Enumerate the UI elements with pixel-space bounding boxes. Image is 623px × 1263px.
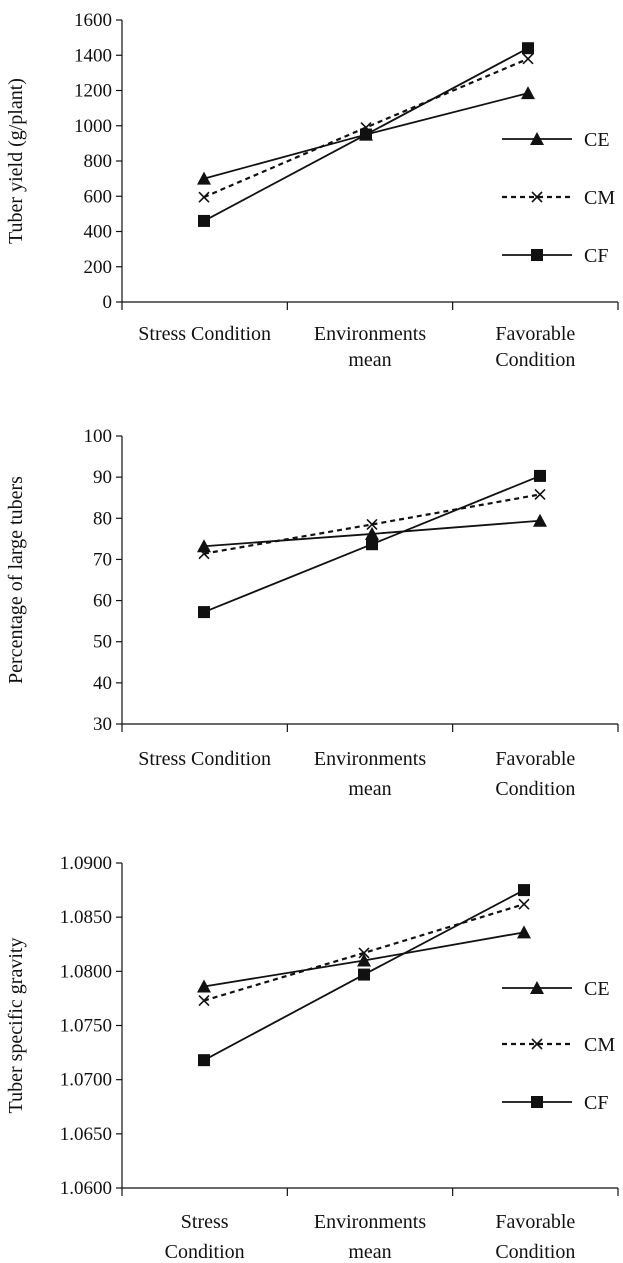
y-tick-label: 1.0600 [60, 1178, 112, 1199]
data-point-cm-stroke-b [198, 191, 210, 203]
y-tick-label: 70 [93, 549, 112, 570]
y-tick-label: 1200 [74, 81, 112, 102]
y-tick-label: 100 [84, 426, 113, 447]
data-point-cm [358, 947, 370, 959]
legend-marker-ce [530, 981, 544, 994]
y-tick-label: 80 [93, 508, 112, 529]
legend-label-cm: CM [584, 187, 615, 209]
data-point-ce [533, 513, 547, 527]
x-category-label: Condition [165, 1241, 245, 1263]
x-category-label: Condition [495, 1241, 575, 1263]
legend-marker-cm-stroke-b [531, 191, 543, 203]
data-point-cf [198, 1054, 210, 1067]
chart-3: 1.0600 1.0650 1.0700 1.0750 1.0800 1.0850 1.09… [5, 853, 619, 1263]
data-point-cf [522, 42, 534, 55]
x-category-label: Favorable [495, 323, 575, 345]
data-point-cm [522, 53, 534, 65]
x-category-label: Condition [495, 349, 575, 371]
legend-marker-cm-stroke-b [531, 1038, 543, 1050]
legend-label-ce: CE [584, 978, 610, 1000]
y-tick-label: 1000 [74, 116, 112, 137]
x-category-label: mean [348, 1241, 391, 1263]
y-axis-label: Tuber specific gravity [5, 938, 27, 1114]
data-point-cf [534, 469, 546, 482]
data-point-cm [198, 548, 210, 560]
x-category-label: Condition [495, 778, 575, 800]
series-line-cm [203, 493, 541, 555]
data-point-cm-stroke-b [518, 898, 530, 910]
x-category-label: Stress Condition [138, 748, 271, 770]
data-point-cf [358, 968, 370, 981]
legend-marker-cf [531, 249, 543, 261]
legend: CE CM CF [502, 978, 615, 1114]
data-point-ce [197, 539, 211, 553]
data-point-cm-stroke-b [198, 995, 210, 1007]
data-point-cm-stroke-b [198, 548, 210, 560]
legend-marker-cm [531, 191, 543, 203]
y-axis-label: Tuber yield (g/plant) [5, 78, 27, 244]
y-tick-label: 1400 [74, 45, 112, 66]
data-point-cm [366, 518, 378, 531]
y-tick-label: 400 [84, 222, 113, 243]
y-tick-label: 1.0800 [60, 961, 112, 982]
data-point-cm [534, 488, 546, 500]
legend-label-cm: CM [584, 1034, 615, 1056]
data-point-cm [518, 898, 530, 910]
y-tick-label: 90 [93, 467, 112, 488]
data-point-ce [197, 171, 211, 185]
y-tick-label: 1.0650 [60, 1124, 112, 1145]
y-tick-label: 60 [93, 591, 112, 612]
y-tick-label: 1.0750 [60, 1016, 112, 1037]
data-point-cm [198, 995, 210, 1007]
data-point-cf [360, 128, 372, 141]
y-tick-label: 1.0850 [60, 907, 112, 928]
x-category-label: Favorable [495, 1211, 575, 1233]
data-point-ce [521, 86, 535, 100]
data-point-ce [357, 953, 371, 967]
data-point-cm-stroke-b [534, 488, 546, 500]
x-category-label: Favorable [495, 748, 575, 770]
legend-marker-cm [531, 1038, 543, 1050]
legend-marker-cf [531, 1096, 543, 1108]
y-tick-label: 40 [93, 673, 112, 694]
data-point-cf [198, 606, 210, 619]
y-axis-label: Percentage of large tubers [5, 476, 27, 684]
data-point-cf [366, 538, 378, 551]
chart-2: 30 40 50 60 70 80 90 100 Stress Condition Environ… [5, 426, 619, 800]
y-tick-label: 1.0900 [60, 853, 112, 874]
data-point-cm-stroke-b [358, 947, 370, 959]
x-category-label: Stress Condition [138, 323, 271, 345]
data-point-cm-stroke-b [366, 518, 378, 531]
data-point-ce [517, 925, 531, 939]
y-tick-label: 200 [84, 257, 113, 278]
y-tick-label: 800 [84, 151, 113, 172]
y-tick-label: 1.0700 [60, 1070, 112, 1091]
y-tick-label: 50 [93, 632, 112, 653]
legend-marker-ce [530, 132, 544, 145]
legend-label-cf: CF [584, 245, 608, 267]
x-category-label: Environments [314, 1211, 426, 1233]
x-category-label: mean [348, 778, 391, 800]
data-point-ce [197, 979, 211, 993]
y-tick-label: 600 [84, 186, 113, 207]
x-category-label: Environments [314, 748, 426, 770]
y-tick-label: 0 [103, 292, 113, 313]
y-tick-label: 30 [93, 714, 112, 735]
chart-1: 0 200 400 600 800 1000 1200 1400 1600 Stress Cond… [5, 10, 619, 371]
y-tick-label: 1600 [74, 10, 112, 31]
data-point-cf [518, 884, 530, 897]
x-category-label: Stress [181, 1211, 229, 1233]
series-line-cm [203, 57, 529, 199]
legend-label-ce: CE [584, 129, 610, 151]
legend-label-cf: CF [584, 1092, 608, 1114]
data-point-cm [198, 191, 210, 203]
legend: CE CM CF [502, 129, 615, 267]
x-category-label: mean [348, 349, 391, 371]
data-point-cm-stroke-b [522, 53, 534, 65]
data-point-cf [198, 214, 210, 227]
data-point-ce [365, 526, 379, 540]
x-category-label: Environments [314, 323, 426, 345]
